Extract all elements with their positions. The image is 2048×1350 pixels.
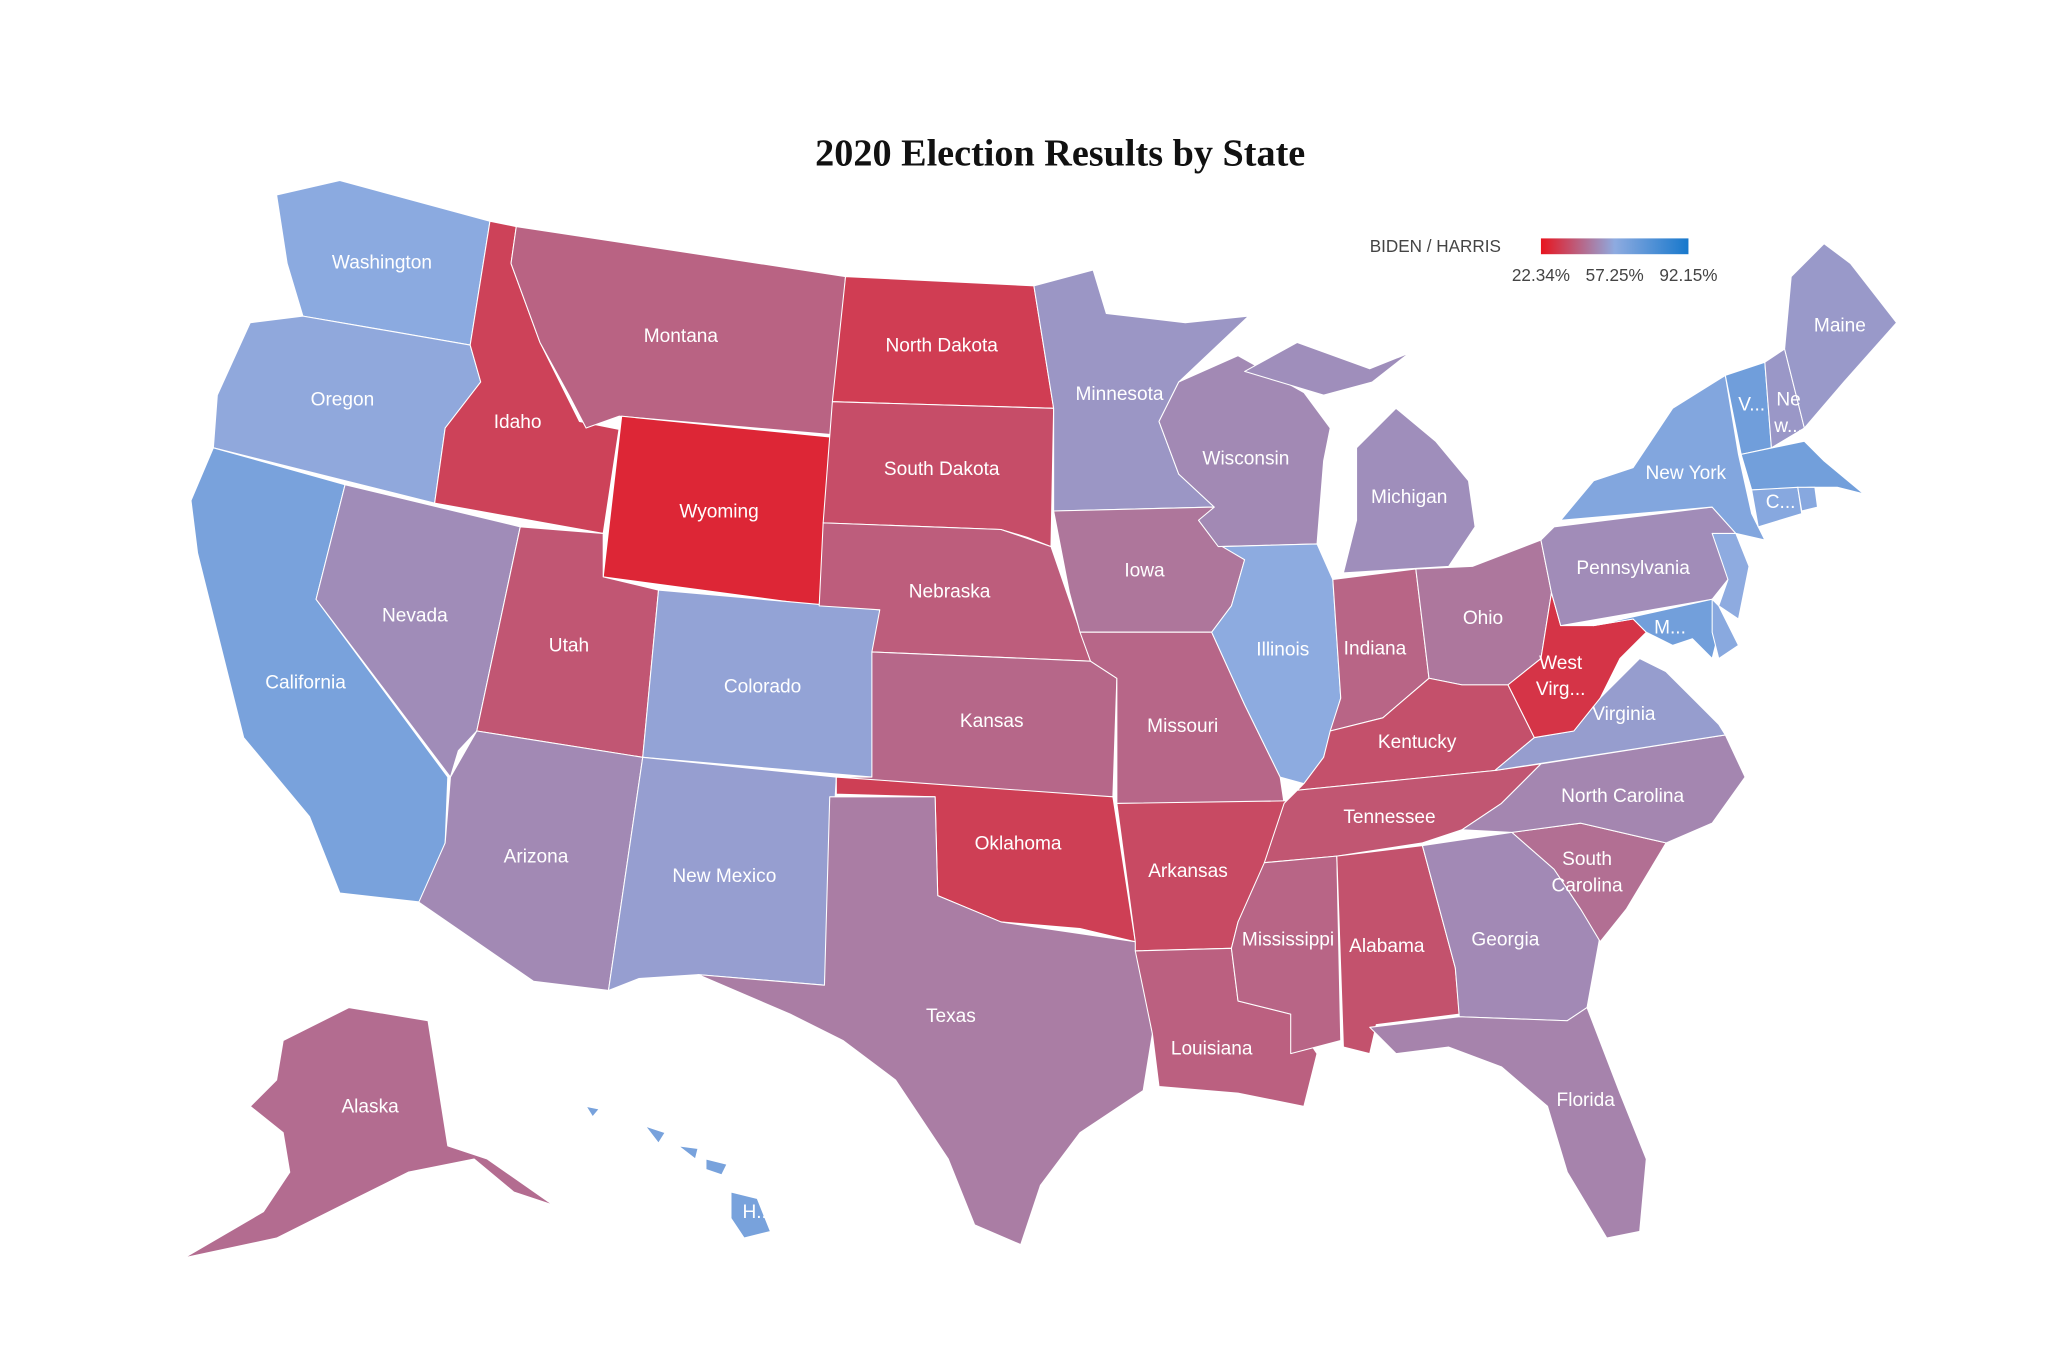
state-label: Mississippi — [1242, 929, 1334, 950]
state-label: Nevada — [382, 605, 448, 626]
map-title: 2020 Election Results by State — [815, 133, 1305, 175]
state-shape — [1230, 855, 1342, 1055]
state-label: Iowa — [1124, 561, 1165, 582]
state-shape — [1784, 243, 1898, 429]
state-label: w... — [1773, 416, 1803, 437]
state-label: Montana — [644, 326, 719, 347]
state-label: New Mexico — [672, 866, 776, 887]
legend-label: 57.25% — [1586, 266, 1644, 285]
state-label: Texas — [926, 1006, 976, 1027]
state-shape — [1751, 486, 1803, 528]
state-shape — [1461, 734, 1746, 844]
state-label: South — [1562, 849, 1612, 870]
state-shape — [1244, 341, 1476, 574]
state-shape — [1560, 374, 1766, 541]
state-label: Arkansas — [1148, 861, 1228, 882]
state-label: Carolina — [1552, 875, 1623, 896]
legend-gradient — [1540, 238, 1689, 255]
state-shape — [697, 796, 1153, 1246]
state-label: Washington — [332, 252, 432, 273]
state-label: California — [265, 673, 346, 694]
state-label: Kentucky — [1378, 732, 1457, 753]
state-label: West — [1539, 653, 1583, 674]
state-label: H... — [742, 1202, 772, 1223]
legend: BIDEN / HARRIS 22.34% 57.25% 92.15% — [1370, 237, 1718, 285]
state-label: Idaho — [494, 412, 542, 433]
state-label: Ohio — [1463, 608, 1503, 629]
state-label: Utah — [549, 636, 589, 657]
state-label: Georgia — [1471, 929, 1539, 950]
state-label: Virginia — [1592, 704, 1656, 725]
state-label: Colorado — [724, 677, 801, 698]
state-label: South Dakota — [884, 459, 1000, 480]
state-label: Wyoming — [679, 501, 758, 522]
state-label: Oklahoma — [975, 833, 1062, 854]
state-shape — [1711, 532, 1750, 620]
state-shape — [183, 1007, 554, 1259]
state-label: North Dakota — [885, 335, 998, 356]
state-label: Indiana — [1344, 638, 1407, 659]
state-label: Missouri — [1147, 716, 1218, 737]
state-label: Minnesota — [1075, 384, 1163, 405]
state-label: Arizona — [504, 846, 569, 867]
state-label: Louisiana — [1171, 1039, 1253, 1060]
state-label: C... — [1766, 492, 1796, 513]
state-label: Wisconsin — [1202, 449, 1289, 470]
state-shape — [1797, 486, 1819, 512]
state-label: M... — [1654, 617, 1686, 638]
state-shape — [1211, 543, 1342, 785]
state-label: Kansas — [960, 711, 1024, 732]
state-label: Tennessee — [1343, 807, 1435, 828]
state-shape — [1369, 1007, 1647, 1239]
state-labels: Washington Oregon California Nevada Idah… — [265, 252, 1866, 1223]
state-label: Alaska — [341, 1097, 399, 1118]
state-label: Michigan — [1371, 487, 1447, 508]
state-label: V... — [1738, 395, 1765, 416]
state-label: Maine — [1814, 316, 1866, 337]
state-label: New York — [1646, 463, 1727, 484]
state-shape — [1711, 598, 1740, 660]
state-label: Oregon — [311, 389, 375, 410]
legend-title: BIDEN / HARRIS — [1370, 237, 1501, 256]
state-label: Florida — [1557, 1090, 1616, 1111]
state-label: Alabama — [1349, 936, 1425, 957]
state-label: Illinois — [1256, 640, 1309, 661]
state-label: Nebraska — [909, 582, 991, 603]
state-label: North Carolina — [1561, 786, 1684, 807]
state-label: Ne — [1776, 389, 1800, 410]
legend-label: 22.34% — [1512, 266, 1570, 285]
states — [183, 179, 1898, 1259]
state-label: Pennsylvania — [1576, 558, 1690, 579]
state-shape — [585, 1105, 771, 1239]
state-label: Virg... — [1536, 679, 1585, 700]
legend-label: 92.15% — [1659, 266, 1717, 285]
